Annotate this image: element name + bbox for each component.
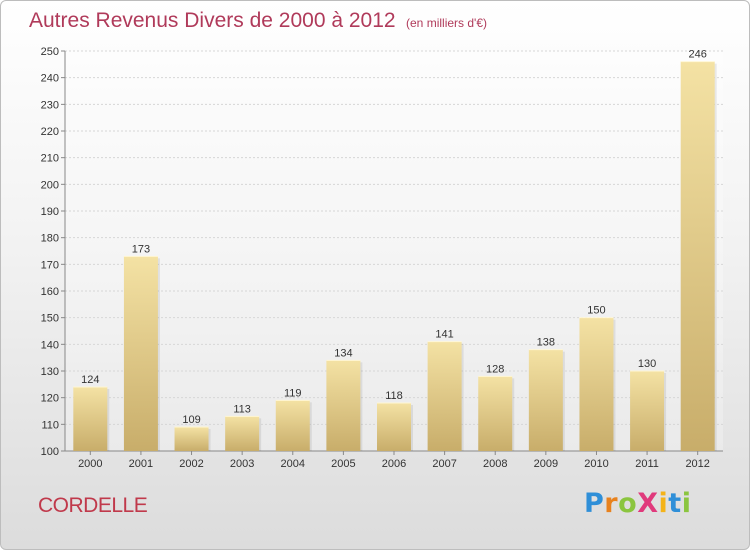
bar	[630, 371, 665, 451]
x-tick-label: 2012	[685, 458, 709, 470]
bar	[225, 416, 260, 451]
bar-value-label: 119	[284, 387, 302, 399]
y-tick-label: 100	[41, 446, 59, 458]
logo-letter: r	[604, 488, 619, 519]
bar-value-label: 138	[537, 337, 555, 349]
commune-name: CORDELLE	[38, 494, 148, 517]
x-tick-label: 2003	[230, 458, 254, 470]
bar-value-label: 130	[638, 358, 656, 370]
logo-letter: t	[668, 488, 682, 519]
y-tick-label: 140	[41, 339, 59, 351]
proxiti-logo: ProXiti	[584, 488, 691, 519]
x-tick-label: 2000	[78, 458, 102, 470]
x-tick-label: 2011	[635, 458, 659, 470]
bar	[123, 256, 158, 451]
bar	[427, 341, 462, 451]
x-tick-label: 2009	[534, 458, 558, 470]
bar	[174, 427, 209, 451]
y-tick-label: 190	[41, 206, 59, 218]
x-tick-label: 2007	[432, 458, 456, 470]
x-tick-label: 2002	[179, 458, 203, 470]
bar-value-label: 150	[587, 305, 605, 317]
y-tick-label: 170	[41, 259, 59, 271]
bar-value-label: 173	[132, 243, 150, 255]
y-tick-label: 240	[41, 73, 59, 85]
bar	[528, 349, 563, 451]
bar	[377, 403, 411, 451]
x-tick-label: 2004	[281, 458, 305, 470]
y-tick-label: 160	[41, 286, 59, 298]
bar-value-label: 134	[334, 347, 352, 359]
x-tick-label: 2005	[331, 458, 355, 470]
bar-value-label: 118	[385, 390, 403, 402]
chart-title-row: Autres Revenus Divers de 2000 à 2012 (en…	[29, 9, 487, 33]
y-tick-label: 210	[41, 153, 59, 165]
logo-letter: X	[637, 488, 659, 519]
bar-value-label: 124	[81, 374, 99, 386]
chart-title: Autres Revenus Divers de 2000 à 2012	[29, 9, 396, 32]
bar	[73, 387, 108, 451]
bar-value-label: 109	[182, 414, 200, 426]
y-tick-label: 120	[41, 393, 59, 405]
y-tick-label: 150	[41, 313, 59, 325]
chart-subtitle: (en milliers d'€)	[406, 16, 487, 30]
bar-value-label: 141	[435, 329, 453, 341]
logo-letter: i	[658, 488, 669, 519]
logo-letter: P	[584, 488, 605, 519]
bar	[579, 317, 614, 451]
x-tick-label: 2001	[129, 458, 153, 470]
y-tick-label: 130	[41, 366, 59, 378]
y-tick-label: 200	[41, 179, 59, 191]
y-tick-label: 220	[41, 126, 59, 138]
x-tick-label: 2006	[382, 458, 406, 470]
bar	[326, 360, 361, 451]
bar-value-label: 246	[689, 49, 707, 61]
y-tick-label: 250	[41, 46, 59, 58]
bar	[680, 61, 715, 452]
y-tick-label: 110	[41, 419, 59, 431]
logo-letter: o	[618, 488, 638, 519]
x-tick-label: 2010	[584, 458, 608, 470]
logo-letter: i	[681, 488, 692, 519]
x-tick-label: 2008	[483, 458, 507, 470]
bar-value-label: 128	[486, 363, 504, 375]
bar	[275, 400, 310, 451]
y-tick-label: 230	[41, 99, 59, 111]
bar-value-label: 113	[233, 403, 251, 415]
bar	[478, 376, 513, 451]
y-tick-label: 180	[41, 233, 59, 245]
